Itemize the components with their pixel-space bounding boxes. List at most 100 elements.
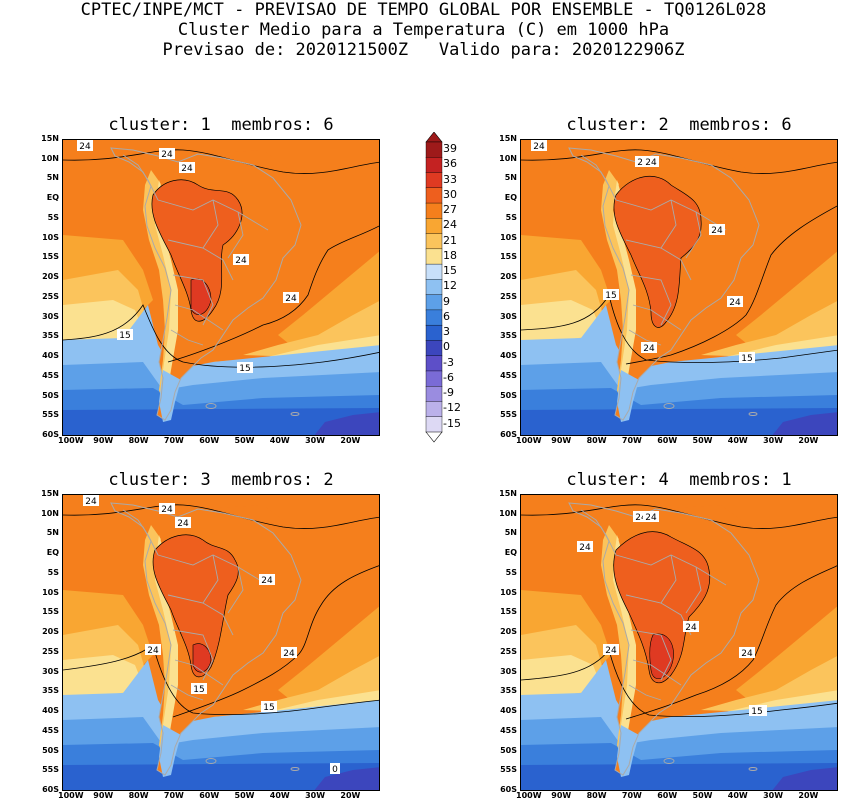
colorbar-swatch <box>425 263 443 280</box>
lat-tick-label: 45S <box>42 370 59 380</box>
panel-title-2: cluster: 2 membros: 6 <box>566 115 792 135</box>
lat-tick-label: 10S <box>500 587 517 597</box>
lon-tick-label: 70W <box>163 791 184 800</box>
contour-label: 24 <box>685 623 697 633</box>
lat-tick-label: 50S <box>42 390 59 400</box>
lat-tick-label: 40S <box>500 351 517 361</box>
lon-tick-label: 80W <box>128 436 149 445</box>
lat-tick-label: 5N <box>504 173 517 183</box>
contour-label-box <box>633 511 649 522</box>
lat-tick-label: 40S <box>42 706 59 716</box>
contour-label: 24 <box>85 497 97 507</box>
contour-label: 24 <box>741 649 753 659</box>
contour-label: 24 <box>285 294 297 304</box>
lat-tick-label: 20S <box>42 272 59 282</box>
contour-label: 15 <box>119 331 130 341</box>
contour-label-box <box>283 292 299 303</box>
colorbar-swatch <box>425 157 443 174</box>
lat-tick-label: 15N <box>41 489 59 498</box>
colorbar-top-arrow <box>425 132 443 143</box>
lon-tick-label: 20W <box>340 436 361 445</box>
panel-title-1: cluster: 1 membros: 6 <box>108 115 334 135</box>
lon-tick-label: 30W <box>305 436 326 445</box>
colorbar-label: 39 <box>443 142 457 155</box>
contour-label-box <box>643 156 659 167</box>
contour-label-box <box>145 644 161 655</box>
lat-tick-label: 15N <box>499 489 517 498</box>
contour-label: 24 <box>729 298 741 308</box>
lon-tick-label: 40W <box>727 436 748 445</box>
colorbar-swatch <box>425 370 443 387</box>
colorbar-swatch <box>425 218 443 235</box>
lon-tick-label: 100W <box>58 791 84 800</box>
lat-tick-label: 50S <box>500 745 517 755</box>
lat-tick-label: 50S <box>500 390 517 400</box>
lat-tick-label: 15S <box>42 607 59 617</box>
contour-label: 24 <box>533 142 545 152</box>
contour-label-box <box>233 254 249 265</box>
lat-tick-label: EQ <box>46 193 59 203</box>
lat-tick-label: 60S <box>500 785 517 794</box>
lat-tick-label: 40S <box>500 706 517 716</box>
colorbar-label: 18 <box>443 248 457 262</box>
lat-tick-label: 35S <box>500 686 517 696</box>
contour-label-box <box>641 342 657 353</box>
lat-tick-label: 10N <box>499 508 517 518</box>
lat-tick-label: 10S <box>500 232 517 242</box>
lat-tick-label: EQ <box>504 193 517 203</box>
lat-tick-label: 10S <box>42 587 59 597</box>
lon-tick-label: 40W <box>269 436 290 445</box>
lon-tick-label: 20W <box>798 436 819 445</box>
colorbar-label: 27 <box>443 203 457 217</box>
lon-tick-label: 80W <box>128 791 149 800</box>
colorbar-swatch <box>425 279 443 296</box>
lat-tick-label: 30S <box>500 666 517 676</box>
lat-tick-label: 5S <box>47 212 59 222</box>
contour-label-box <box>77 140 93 151</box>
colorbar-label: 15 <box>443 264 457 278</box>
contour-label-box <box>643 511 659 522</box>
lat-tick-label: 45S <box>500 725 517 735</box>
lon-tick-label: 20W <box>340 791 361 800</box>
lat-tick-label: 10S <box>42 232 59 242</box>
panel-title-3: cluster: 3 membros: 2 <box>108 470 334 490</box>
lon-tick-label: 100W <box>516 791 542 800</box>
lat-tick-label: 5S <box>505 567 517 577</box>
lon-tick-label: 100W <box>58 436 84 445</box>
contour-label-box <box>531 140 547 151</box>
lat-tick-label: EQ <box>504 548 517 558</box>
contour-label: 24 <box>645 158 657 168</box>
lon-tick-label: 20W <box>798 791 819 800</box>
contour-label: 24 <box>147 646 159 656</box>
map-panel-cluster-1: 24 24 24 24 24 15 15 <box>62 139 380 436</box>
lon-tick-label: 90W <box>93 436 114 445</box>
colorbar-bottom-arrow <box>425 431 443 443</box>
lon-tick-label: 70W <box>621 791 642 800</box>
lat-tick-label: 15S <box>500 252 517 262</box>
lat-tick-label: 45S <box>42 725 59 735</box>
lon-tick-label: 60W <box>657 791 678 800</box>
colorbar-label: -3 <box>443 355 454 369</box>
colorbar-swatch <box>425 355 443 372</box>
lat-tick-label: 30S <box>42 666 59 676</box>
panel-title-4: cluster: 4 membros: 1 <box>566 470 792 490</box>
contour-label-box <box>577 541 593 552</box>
lon-tick-label: 90W <box>551 436 572 445</box>
colorbar-label: 33 <box>443 172 457 186</box>
contour-label: 24 <box>161 505 173 515</box>
colorbar-label: 36 <box>443 157 457 171</box>
contour-label: 15 <box>239 364 250 374</box>
temperature-map: 24 24 24 24 24 24 15 15 0 <box>63 495 379 790</box>
colorbar-swatch <box>425 386 443 402</box>
colorbar-label: 24 <box>443 218 457 232</box>
lon-tick-label: 40W <box>269 791 290 800</box>
lon-tick-label: 80W <box>586 791 607 800</box>
lat-tick-label: 30S <box>500 311 517 321</box>
contour-label-box <box>727 296 743 307</box>
contour-label-box <box>191 683 207 694</box>
colorbar-label: -9 <box>443 386 454 400</box>
lat-tick-label: 40S <box>42 351 59 361</box>
lon-tick-label: 40W <box>727 791 748 800</box>
